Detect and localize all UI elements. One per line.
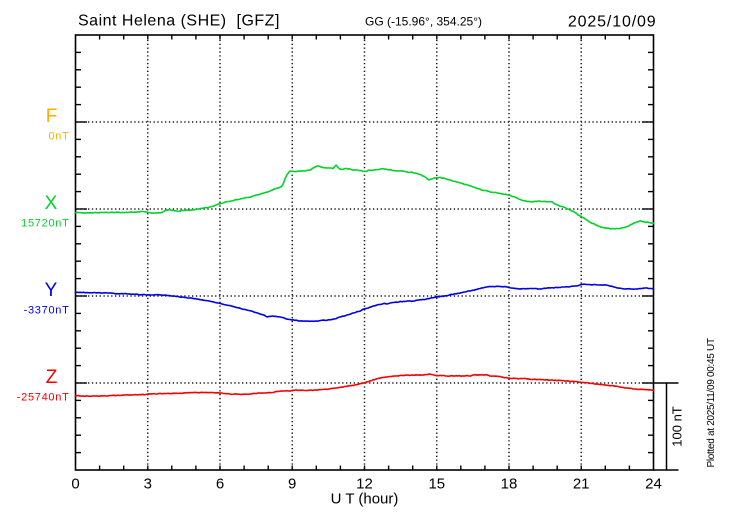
svg-text:15: 15	[428, 476, 445, 493]
svg-text:GG (-15.96°, 354.25°): GG (-15.96°, 354.25°)	[365, 15, 482, 29]
svg-text:U T (hour): U T (hour)	[331, 491, 399, 508]
svg-text:24: 24	[645, 476, 662, 493]
svg-text:0nT: 0nT	[48, 131, 69, 143]
svg-text:18: 18	[501, 476, 518, 493]
svg-text:2025/10/09: 2025/10/09	[568, 14, 657, 31]
svg-text:12: 12	[356, 476, 373, 493]
svg-text:0: 0	[71, 476, 79, 493]
svg-text:X: X	[45, 193, 58, 214]
svg-text:6: 6	[216, 476, 224, 493]
svg-text:100 nT: 100 nT	[670, 406, 685, 447]
svg-text:Plotted at 2025/11/09 00:45 UT: Plotted at 2025/11/09 00:45 UT	[706, 338, 717, 467]
svg-text:-3370nT: -3370nT	[24, 305, 70, 317]
svg-text:Y: Y	[45, 280, 58, 301]
svg-text:F: F	[46, 106, 58, 127]
svg-text:15720nT: 15720nT	[21, 218, 69, 230]
svg-text:9: 9	[288, 476, 296, 493]
svg-text:21: 21	[573, 476, 590, 493]
svg-text:3: 3	[144, 476, 152, 493]
svg-text:-25740nT: -25740nT	[17, 392, 70, 404]
svg-text:Z: Z	[46, 367, 58, 388]
svg-text:Saint Helena (SHE) [GFZ]: Saint Helena (SHE) [GFZ]	[78, 13, 280, 30]
